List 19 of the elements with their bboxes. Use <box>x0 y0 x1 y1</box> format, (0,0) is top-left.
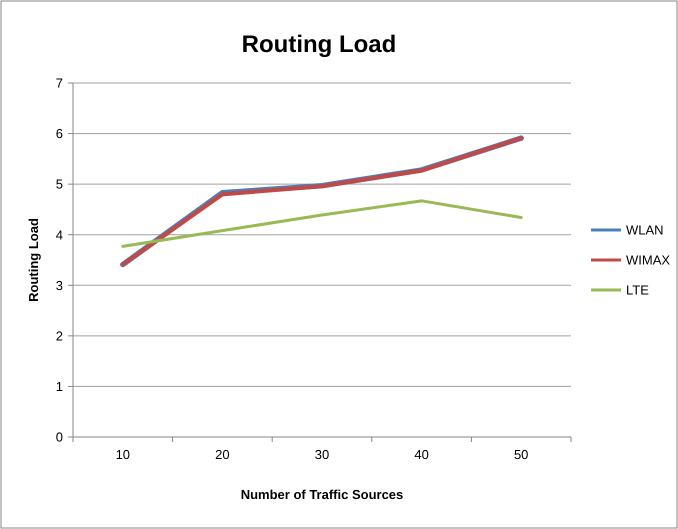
y-tick-label: 4 <box>56 227 63 242</box>
y-tick-label: 6 <box>56 126 63 142</box>
y-tick-label: 0 <box>56 430 63 445</box>
x-axis-title: Number of Traffic Sources <box>240 487 404 502</box>
legend-label: WLAN <box>626 222 664 238</box>
x-tick-label: 40 <box>414 447 429 462</box>
y-tick-label: 1 <box>56 378 63 394</box>
legend-label: LTE <box>626 282 650 298</box>
y-tick-label: 3 <box>56 278 63 293</box>
chart-title: Routing Load <box>242 31 396 58</box>
x-tick-label: 50 <box>514 447 528 462</box>
y-tick-label: 2 <box>56 328 63 344</box>
x-tick-label: 10 <box>116 447 130 462</box>
y-tick-label: 5 <box>56 176 63 192</box>
y-tick-label: 7 <box>56 76 63 91</box>
legend-label: WIMAX <box>626 252 670 268</box>
x-tick-label: 20 <box>215 447 230 462</box>
y-axis-title: Routing Load <box>26 218 41 302</box>
x-tick-label: 30 <box>314 447 330 462</box>
